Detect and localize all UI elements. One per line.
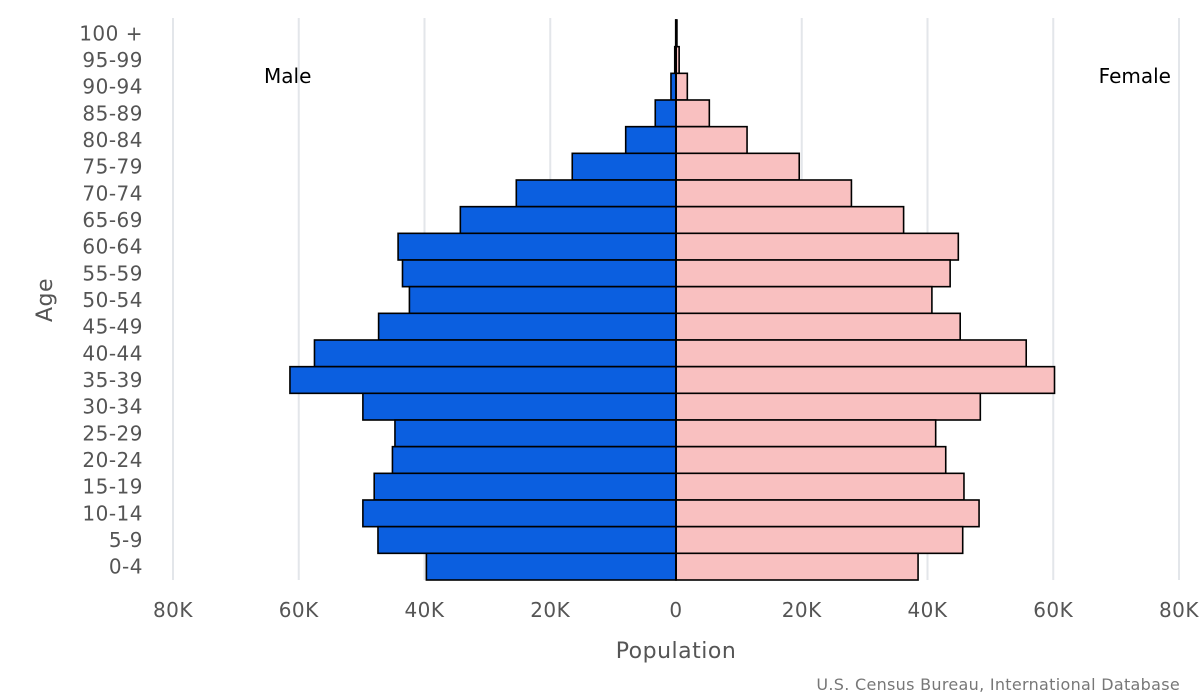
bar-male-10_14[interactable] [362,499,677,528]
x-tick-label: 80K [153,598,193,622]
bar-male-65_69[interactable] [459,205,677,235]
x-tick-label: 60K [279,598,319,622]
bar-female-50_54[interactable] [675,285,933,315]
bar-female-60_64[interactable] [675,232,960,261]
x-tick-label: 80K [1159,598,1199,622]
y-tick-label: 65-69 [82,208,143,232]
y-tick-label: 95-99 [82,48,143,72]
y-tick-label: 35-39 [82,368,143,392]
y-tick-label: 75-79 [82,155,143,179]
x-tick-label: 60K [1033,598,1073,622]
bar-male-70_74[interactable] [515,179,677,208]
x-axis-tick-labels: 80K 60K 40K 20K 0 20K 40K 60K 80K [153,598,1199,622]
y-tick-label: 25-29 [82,421,143,445]
bar-male-85_89[interactable] [654,99,677,128]
bar-female-70_74[interactable] [675,179,853,208]
x-tick-label: 40K [404,598,444,622]
bar-female-20_24[interactable] [675,445,947,475]
male-side-label: Male [264,64,311,88]
bar-male-50_54[interactable] [408,285,677,315]
x-tick-label: 0 [669,598,682,622]
y-tick-label: 55-59 [82,261,143,285]
y-tick-label: 0-4 [109,555,143,579]
bar-male-75_79[interactable] [571,152,677,181]
bar-male-25_29[interactable] [394,419,677,448]
bar-female-90_94[interactable] [675,72,689,101]
y-axis-title: Age [33,278,58,322]
y-tick-label: 60-64 [82,235,143,259]
y-tick-label: 70-74 [82,181,143,205]
bar-male-20_24[interactable] [391,445,677,475]
bar-female-80_84[interactable] [675,125,748,155]
female-side-label: Female [1099,64,1171,88]
bar-male-80_84[interactable] [624,125,677,155]
credits-text: U.S. Census Bureau, International Databa… [816,675,1180,694]
y-tick-label: 100 + [79,21,143,45]
bar-female-0_4[interactable] [675,552,919,581]
bar-male-40_44[interactable] [313,339,677,368]
bar-female-5_9[interactable] [675,525,964,555]
bar-female-15_19[interactable] [675,472,965,501]
y-tick-label: 30-34 [82,395,143,419]
bar-male-30_34[interactable] [362,392,677,421]
bar-male-55_59[interactable] [401,259,677,288]
bar-female-65_69[interactable] [675,205,905,235]
y-tick-label: 5-9 [109,528,143,552]
bar-male-15_19[interactable] [373,472,677,501]
bar-female-30_34[interactable] [675,392,982,421]
y-tick-label: 45-49 [82,315,143,339]
bar-male-60_64[interactable] [397,232,677,261]
bar-female-10_14[interactable] [675,499,980,528]
x-tick-label: 20K [530,598,570,622]
bar-male-0_4[interactable] [425,552,677,581]
bar-female-55_59[interactable] [675,259,951,288]
y-tick-label: 40-44 [82,341,143,365]
y-tick-label: 90-94 [82,75,143,99]
y-tick-label: 20-24 [82,448,143,472]
bar-male-45_49[interactable] [377,312,677,341]
x-axis-title: Population [616,639,737,664]
x-tick-label: 40K [907,598,947,622]
x-tick-label: 20K [782,598,822,622]
y-tick-label: 80-84 [82,128,143,152]
bars [289,19,1056,581]
bar-male-5_9[interactable] [377,525,677,555]
bar-female-40_44[interactable] [675,339,1028,368]
y-tick-label: 15-19 [82,475,143,499]
bar-female-35_39[interactable] [675,365,1056,395]
bar-female-25_29[interactable] [675,419,937,448]
y-tick-label: 10-14 [82,501,143,525]
y-tick-label: 85-89 [82,101,143,125]
y-tick-label: 50-54 [82,288,143,312]
bar-female-45_49[interactable] [675,312,961,341]
bar-male-35_39[interactable] [289,365,677,395]
bar-female-75_79[interactable] [675,152,801,181]
bar-female-85_89[interactable] [675,99,711,128]
